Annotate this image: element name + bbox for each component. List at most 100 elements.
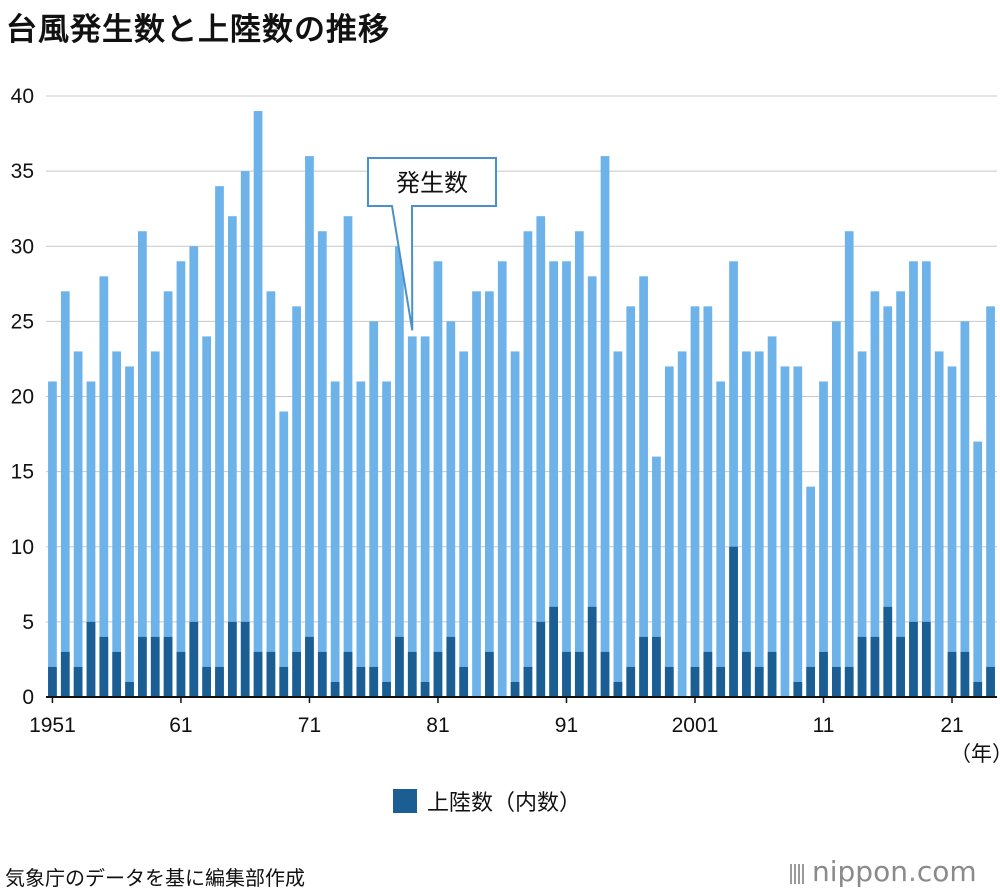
logo-dot: . [907, 855, 917, 888]
bar-landfall [562, 651, 571, 697]
bar-genesis [510, 351, 520, 697]
bar-genesis [163, 291, 173, 697]
bar-genesis [690, 306, 700, 697]
y-tick-label: 20 [11, 386, 34, 409]
bar-genesis [716, 381, 726, 697]
bar-landfall [921, 621, 931, 697]
bar-landfall [754, 666, 764, 697]
x-tick-label: 1951 [29, 714, 76, 737]
x-tick-label: 21 [940, 714, 963, 737]
bar-landfall [613, 681, 623, 697]
bar-landfall [844, 666, 854, 697]
bar-genesis [883, 306, 893, 697]
bar-genesis [343, 216, 353, 697]
bar-genesis [587, 276, 597, 697]
bar-landfall [227, 621, 237, 697]
bar-genesis [292, 306, 301, 697]
bar-genesis [176, 261, 186, 697]
bar-genesis [729, 261, 738, 697]
bar-genesis [754, 351, 764, 697]
x-tick-label: 61 [169, 714, 192, 737]
y-axis-labels: 0 5 10 15 20 25 30 35 40 [11, 85, 34, 709]
y-tick-label: 0 [22, 686, 34, 709]
bar-genesis [279, 411, 289, 697]
bar-landfall [112, 651, 122, 697]
bar-genesis [202, 336, 212, 697]
y-tick-label: 30 [11, 235, 34, 258]
bar-landfall [896, 636, 905, 697]
bar-genesis [677, 351, 687, 697]
bar-landfall [729, 546, 738, 697]
bar-genesis [86, 381, 96, 697]
bar-genesis [639, 276, 648, 697]
bar-genesis [780, 366, 790, 697]
bar-landfall [652, 636, 661, 697]
legend-label: 上陸数（内数） [427, 791, 582, 816]
bar-genesis [472, 291, 481, 697]
bar-landfall [48, 666, 57, 697]
y-tick-label: 10 [11, 536, 34, 559]
bar-landfall [857, 636, 867, 697]
gridlines [46, 95, 997, 623]
bar-genesis [934, 351, 944, 697]
bar-landfall [947, 651, 957, 697]
bar-landfall [253, 651, 263, 697]
bar-genesis [125, 366, 134, 697]
bar-landfall [176, 651, 186, 697]
source-note: 気象庁のデータを基に編集部作成 [5, 866, 305, 890]
bar-genesis [857, 351, 867, 697]
bar-genesis [831, 321, 841, 697]
legend-swatch-landfall [393, 789, 417, 813]
bar-genesis [819, 381, 828, 697]
bar-landfall [960, 651, 970, 697]
bars [48, 111, 995, 698]
bar-landfall [317, 651, 327, 697]
bar-landfall [639, 636, 648, 697]
bar-landfall [99, 636, 109, 697]
x-axis-labels: 1951 61 71 81 91 2001 11 21 [29, 697, 964, 737]
bar-genesis [562, 261, 571, 697]
bar-genesis [407, 336, 417, 697]
bar-landfall [806, 666, 816, 697]
bar-genesis [227, 216, 237, 697]
bar-genesis [446, 321, 456, 697]
bar-landfall [690, 666, 700, 697]
bar-genesis [459, 351, 469, 697]
bar-landfall [343, 651, 353, 697]
x-tick-label: 91 [555, 714, 578, 737]
bar-genesis [960, 321, 970, 697]
bar-landfall [150, 636, 160, 697]
bar-genesis [921, 261, 931, 697]
bar-genesis [382, 381, 391, 697]
bar-landfall [459, 666, 469, 697]
bar-landfall [395, 636, 404, 697]
x-axis-unit: （年） [950, 742, 1000, 766]
bar-landfall [266, 651, 276, 697]
bar-genesis [369, 321, 379, 697]
bar-landfall [510, 681, 520, 697]
y-tick-label: 25 [11, 310, 34, 333]
bar-landfall [356, 666, 366, 697]
bar-genesis [240, 171, 250, 697]
bar-landfall [574, 651, 584, 697]
bar-genesis [703, 306, 713, 697]
bar-genesis [613, 351, 623, 697]
bar-landfall [292, 651, 301, 697]
logo-tld: com [916, 855, 977, 888]
bar-genesis [947, 366, 957, 697]
logo-name: nippon [812, 855, 908, 888]
x-tick-label: 81 [426, 714, 449, 737]
bar-landfall [767, 651, 777, 697]
bar-genesis [112, 351, 122, 697]
bar-genesis [973, 441, 983, 697]
bar-genesis [420, 336, 430, 697]
bar-landfall [600, 651, 610, 697]
bar-genesis [767, 336, 777, 697]
bar-landfall [883, 606, 893, 697]
bar-landfall [523, 666, 533, 697]
bar-genesis [485, 291, 494, 697]
bar-landfall [587, 606, 597, 697]
y-tick-label: 5 [22, 611, 34, 634]
bar-genesis [600, 156, 610, 698]
bar-genesis [266, 291, 276, 697]
